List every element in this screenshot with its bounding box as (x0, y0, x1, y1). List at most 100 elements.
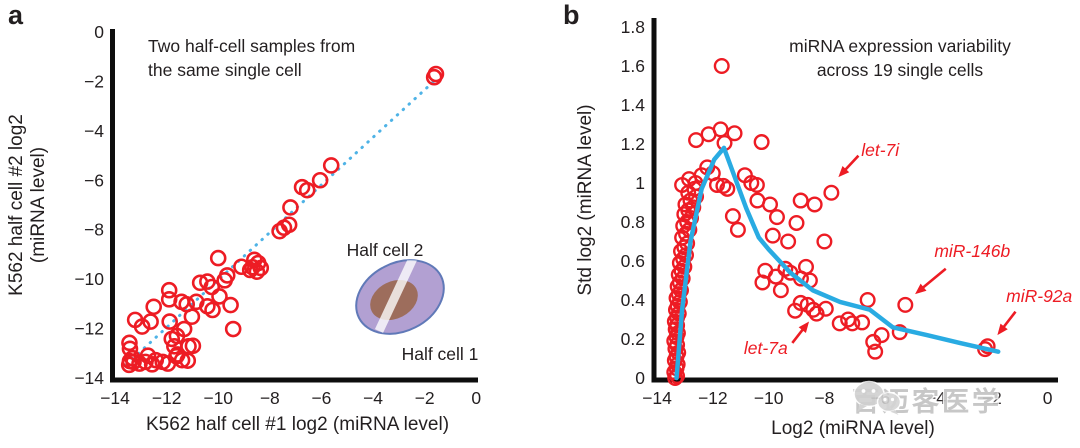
data-point (175, 320, 193, 338)
data-point (748, 176, 765, 193)
panel-b-plot: −14 −12 −10 −8 −6 −4 −2 0 0 0.2 0.4 0.6 0.8 1 1.2 1.4 1.… (621, 17, 1058, 408)
data-point (209, 249, 227, 267)
panel-a-x-axis-title: K562 half cell #1 log2 (miRNA level) (145, 414, 450, 435)
data-point (754, 274, 771, 291)
annotation-arrow-line (791, 327, 805, 344)
data-point (859, 292, 876, 309)
x-tick-label: 0 (471, 388, 481, 408)
panel-b-letter: b (563, 0, 580, 30)
data-point (425, 68, 443, 86)
annotation-label-let-7a: let-7a (743, 337, 788, 358)
panel-a-y-axis-title-line1: K562 half cell #2 log2 (6, 114, 27, 296)
data-point (160, 281, 178, 299)
annotation-label-miR-92a: miR-92a (1006, 286, 1073, 307)
panel-b-title-line1: miRNA expression variability (789, 36, 1011, 56)
x-tick-label: −2 (982, 388, 1002, 408)
panel-a-title-line2: the same single cell (148, 60, 302, 80)
inset-label-half-cell-2: Half cell 2 (346, 240, 424, 260)
annotation-arrow-head (997, 323, 1008, 336)
data-point (764, 227, 781, 244)
y-tick-label: −4 (84, 121, 104, 141)
annotation-label-miR-146b: miR-146b (934, 241, 1011, 262)
data-point (311, 171, 329, 189)
data-point (224, 320, 242, 338)
y-tick-label: 1 (635, 173, 645, 193)
data-point (244, 258, 261, 276)
cell-split-stripe (374, 252, 420, 333)
panel-a-title: Two half-cell samples from the same sing… (148, 34, 355, 82)
y-tick-label: 0.4 (621, 290, 646, 310)
y-tick-label: −6 (84, 170, 104, 190)
data-point (768, 209, 785, 226)
data-point (298, 181, 316, 199)
y-tick-label: 1.6 (621, 56, 645, 76)
data-point (142, 313, 159, 330)
y-tick-label: 0.8 (621, 212, 645, 232)
x-tick-label: −8 (814, 388, 834, 408)
data-point (767, 268, 784, 285)
data-point (145, 298, 162, 316)
panel-b-y-axis-title: Std log2 (miRNA level) (575, 104, 596, 296)
annotation-label-let-7i: let-7i (861, 139, 900, 160)
y-tick-label: 0.2 (621, 329, 645, 349)
annotation-arrow-line (921, 267, 947, 290)
y-tick-label: −14 (74, 368, 104, 388)
data-point (780, 233, 797, 250)
data-point (248, 263, 266, 280)
data-point (271, 222, 288, 240)
data-point (792, 294, 809, 311)
panel-b-x-axis-title: Log2 (miRNA level) (771, 418, 935, 439)
data-point (121, 340, 139, 358)
data-point (204, 301, 221, 319)
data-point (143, 356, 161, 373)
x-tick-label: −14 (642, 388, 672, 408)
data-point (823, 184, 840, 201)
y-tick-label: 0.6 (621, 251, 645, 271)
data-point (222, 296, 239, 314)
data-point (788, 214, 805, 231)
data-point (897, 296, 914, 313)
data-point (670, 305, 687, 322)
data-point (183, 308, 201, 325)
y-tick-label: 0 (635, 368, 645, 388)
data-point (322, 157, 340, 174)
data-point (867, 343, 884, 360)
data-point (241, 261, 259, 279)
x-tick-label: −4 (363, 388, 383, 408)
data-point (713, 58, 730, 75)
y-tick-label: 1.8 (621, 17, 645, 37)
x-tick-label: 0 (1043, 388, 1053, 408)
data-point (233, 258, 250, 276)
x-tick-label: −14 (100, 388, 130, 408)
annotation-arrow-head (838, 165, 850, 178)
x-tick-label: −10 (754, 388, 784, 408)
x-tick-label: −10 (203, 388, 233, 408)
data-point (797, 258, 814, 275)
panel-a-plot: −14 −12 −10 −8 −6 −4 −2 0 0 −2 −4 −6 −8 −10 −12 −14 (74, 22, 481, 408)
data-point (715, 177, 732, 194)
x-tick-label: −12 (698, 388, 728, 408)
data-point (729, 221, 746, 238)
data-point (121, 334, 138, 352)
y-tick-label: −2 (84, 71, 104, 91)
panel-a-title-line1: Two half-cell samples from (148, 36, 356, 56)
data-point (252, 259, 270, 277)
data-point (761, 196, 778, 213)
panel-a-y-axis-title-line2: (miRNA level) (28, 146, 49, 264)
data-point (218, 267, 236, 284)
inset-label-half-cell-1: Half cell 1 (401, 344, 479, 364)
panel-a-y-axis-title: K562 half cell #2 log2 (miRNA level) (6, 35, 52, 375)
y-tick-label: 0 (94, 22, 104, 42)
data-point (712, 121, 729, 138)
data-point (133, 318, 151, 335)
data-point (873, 327, 890, 344)
annotation-arrow-line (1001, 310, 1017, 329)
panel-b-title-line2: across 19 single cells (816, 60, 984, 80)
data-point (688, 132, 705, 149)
data-point (674, 270, 691, 287)
y-tick-label: −12 (74, 319, 104, 339)
data-point (806, 196, 823, 213)
x-tick-label: −8 (260, 388, 280, 408)
annotation-arrow-head (798, 321, 810, 333)
